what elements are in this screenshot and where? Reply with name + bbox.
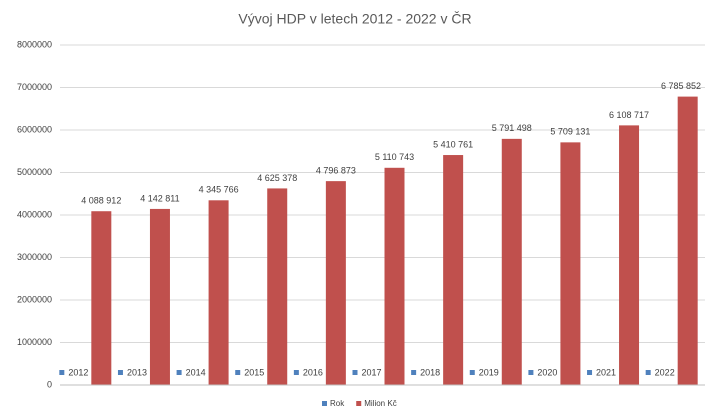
- data-label: 5 709 131: [550, 127, 590, 137]
- y-tick-label: 6000000: [17, 124, 52, 134]
- y-tick-label: 8000000: [17, 39, 52, 49]
- y-tick-label: 4000000: [17, 209, 52, 219]
- chart-title: Vývoj HDP v letech 2012 - 2022 v ČR: [238, 11, 471, 27]
- bar: [91, 211, 112, 385]
- legend-swatch: [322, 401, 327, 406]
- legend-swatch: [356, 401, 362, 406]
- data-label: 2017: [362, 367, 382, 377]
- y-tick-label: 5000000: [17, 167, 52, 177]
- data-label: 5 791 498: [492, 123, 532, 133]
- data-label: 5 110 743: [375, 152, 414, 162]
- data-label: 2019: [479, 367, 499, 377]
- label-key: [176, 370, 182, 375]
- y-tick-label: 7000000: [17, 82, 52, 92]
- bar: [325, 181, 346, 385]
- y-tick-label: 3000000: [17, 252, 52, 262]
- data-label: 2015: [244, 367, 264, 377]
- legend-label: Milion Kč: [364, 399, 396, 408]
- data-label: 4 625 378: [257, 173, 297, 183]
- bar: [208, 200, 229, 385]
- data-label: 2020: [537, 367, 557, 377]
- data-label: 2018: [420, 367, 440, 377]
- data-label: 2012: [68, 367, 88, 377]
- y-tick-label: 1000000: [17, 337, 52, 347]
- label-key: [645, 370, 651, 375]
- bar: [384, 167, 405, 385]
- bar: [619, 125, 640, 386]
- bar: [501, 138, 522, 385]
- bar: [560, 142, 581, 385]
- bar: [443, 155, 464, 385]
- data-label: 4 088 912: [81, 196, 121, 206]
- label-key: [235, 370, 241, 375]
- data-label: 2022: [655, 367, 675, 377]
- data-label: 2013: [127, 367, 147, 377]
- bar: [267, 188, 288, 385]
- data-label: 5 410 761: [433, 139, 473, 149]
- y-tick-label: 2000000: [17, 294, 52, 304]
- data-label: 2021: [596, 367, 616, 377]
- bar: [677, 96, 698, 385]
- label-key: [352, 370, 358, 375]
- label-key: [411, 370, 417, 375]
- data-label: 6 108 717: [609, 110, 649, 120]
- data-label: 6 785 852: [661, 81, 701, 91]
- bar: [149, 208, 170, 385]
- y-tick-label: 0: [47, 379, 52, 389]
- data-label: 2014: [186, 367, 206, 377]
- data-label: 4 796 873: [316, 166, 356, 176]
- data-label: 2016: [303, 367, 323, 377]
- data-label: 4 142 811: [140, 193, 179, 203]
- label-key: [117, 370, 123, 375]
- label-key: [59, 370, 65, 375]
- label-key: [587, 370, 593, 375]
- data-label: 4 345 766: [199, 185, 239, 195]
- label-key: [528, 370, 534, 375]
- legend-label: Rok: [330, 399, 345, 408]
- label-key: [293, 370, 299, 375]
- label-key: [469, 370, 475, 375]
